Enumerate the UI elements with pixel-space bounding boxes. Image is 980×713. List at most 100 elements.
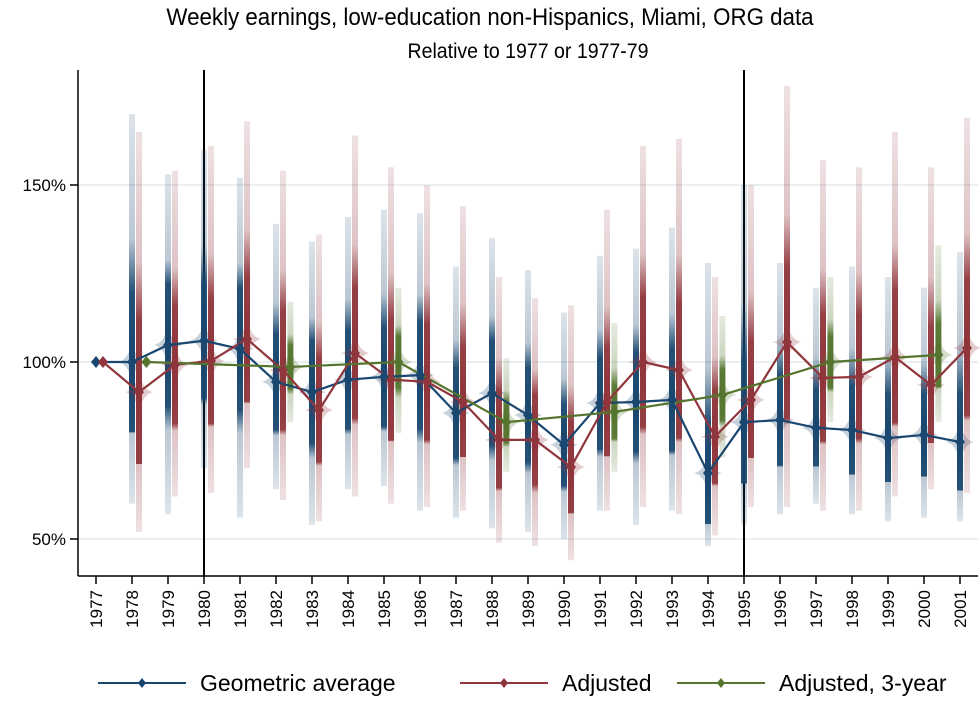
ci-band (640, 146, 646, 508)
ci-band (345, 216, 351, 490)
ci-band (352, 135, 358, 497)
legend-marker-2 (717, 678, 725, 688)
x-tick-label: 2000 (915, 590, 934, 628)
data-point (170, 358, 180, 371)
x-tick-label: 1989 (519, 590, 538, 628)
x-tick-label: 1995 (735, 590, 754, 628)
ci-band (273, 223, 279, 490)
ci-band (719, 315, 726, 458)
data-point (487, 387, 497, 400)
ci-band (705, 262, 711, 547)
data-point (422, 375, 432, 388)
data-point (98, 356, 108, 368)
x-tick-label: 1985 (375, 590, 394, 628)
legend: Geometric average Adjusted Adjusted, 3-yea… (98, 670, 947, 696)
data-point (602, 396, 612, 409)
data-point (926, 379, 936, 392)
x-tick-label: 1986 (411, 590, 430, 628)
data-point (962, 341, 972, 354)
data-point (242, 332, 252, 345)
ci-band (172, 170, 178, 497)
ci-bands (118, 85, 980, 561)
data-point (206, 354, 216, 367)
ci-band (849, 266, 855, 515)
series-markers (91, 332, 972, 480)
data-point (415, 369, 425, 382)
ci-band (388, 167, 394, 504)
x-tick-label: 1999 (879, 590, 898, 628)
data-point (271, 375, 281, 388)
ci-band (597, 255, 603, 511)
data-point (494, 433, 504, 446)
data-point (717, 388, 728, 401)
ci-band (676, 138, 682, 515)
data-point (674, 364, 684, 377)
ci-band (424, 185, 430, 508)
ci-band (280, 170, 286, 501)
ci-band (136, 131, 142, 532)
ci-band (460, 206, 466, 511)
x-tick-label: 1994 (699, 590, 718, 628)
x-tick-label: 1983 (303, 590, 322, 628)
data-point (163, 339, 173, 352)
ci-band (712, 277, 718, 536)
ci-band (496, 277, 502, 543)
x-tick-label: 1982 (267, 590, 286, 628)
ci-band (201, 149, 207, 469)
legend-label-0: Geometric average (200, 670, 396, 696)
data-point (919, 428, 929, 441)
x-tick-label: 1996 (771, 590, 790, 628)
y-tick-label: 100% (23, 353, 66, 372)
x-tick-label: 1984 (339, 590, 358, 628)
ci-band (921, 287, 927, 518)
ci-band (957, 252, 963, 522)
x-tick-label: 1993 (663, 590, 682, 628)
x-tick-label: 1998 (843, 590, 862, 628)
ci-band (129, 114, 135, 504)
ci-band (892, 131, 898, 497)
data-point (451, 406, 461, 419)
data-point (825, 356, 836, 368)
ci-band (208, 146, 214, 493)
ci-band (604, 209, 610, 511)
ci-band (561, 312, 567, 539)
x-tick-label: 1988 (483, 590, 502, 628)
ci-band (813, 287, 819, 504)
chart-title: Weekly earnings, low-education non-Hispa… (166, 4, 814, 31)
data-point (883, 432, 893, 445)
series-line-2 (146, 353, 939, 424)
data-point (818, 371, 828, 384)
data-point (566, 461, 576, 474)
ci-band (928, 167, 934, 490)
data-point (703, 467, 713, 480)
x-tick-label: 1978 (123, 590, 142, 628)
axes: 50% 100% 150% 1977 1978 1979 1980 1981 1982 1983 1… (23, 70, 978, 628)
ci-band (964, 117, 970, 493)
x-tick-label: 1977 (87, 590, 106, 628)
data-point (667, 393, 677, 406)
data-point (631, 396, 641, 409)
legend-label-1: Adjusted (562, 670, 652, 696)
ci-band (611, 323, 618, 472)
data-point (458, 396, 468, 409)
data-point (91, 356, 101, 368)
data-point (811, 421, 821, 434)
data-point (386, 373, 396, 386)
y-tick-label: 150% (23, 176, 66, 195)
data-point (739, 416, 749, 429)
x-tick-label: 1990 (555, 590, 574, 628)
ci-band (453, 266, 459, 518)
ci-band (381, 209, 387, 486)
data-point (955, 436, 965, 449)
x-tick-label: 1987 (447, 590, 466, 628)
data-point (350, 347, 360, 360)
ci-band (633, 248, 639, 525)
data-point (393, 356, 404, 368)
ci-band (784, 85, 790, 508)
data-point (199, 334, 209, 347)
ci-band (935, 245, 942, 423)
x-tick-label: 1992 (627, 590, 646, 628)
data-point (595, 397, 605, 410)
x-tick-label: 1981 (231, 590, 250, 628)
data-point (343, 373, 353, 386)
